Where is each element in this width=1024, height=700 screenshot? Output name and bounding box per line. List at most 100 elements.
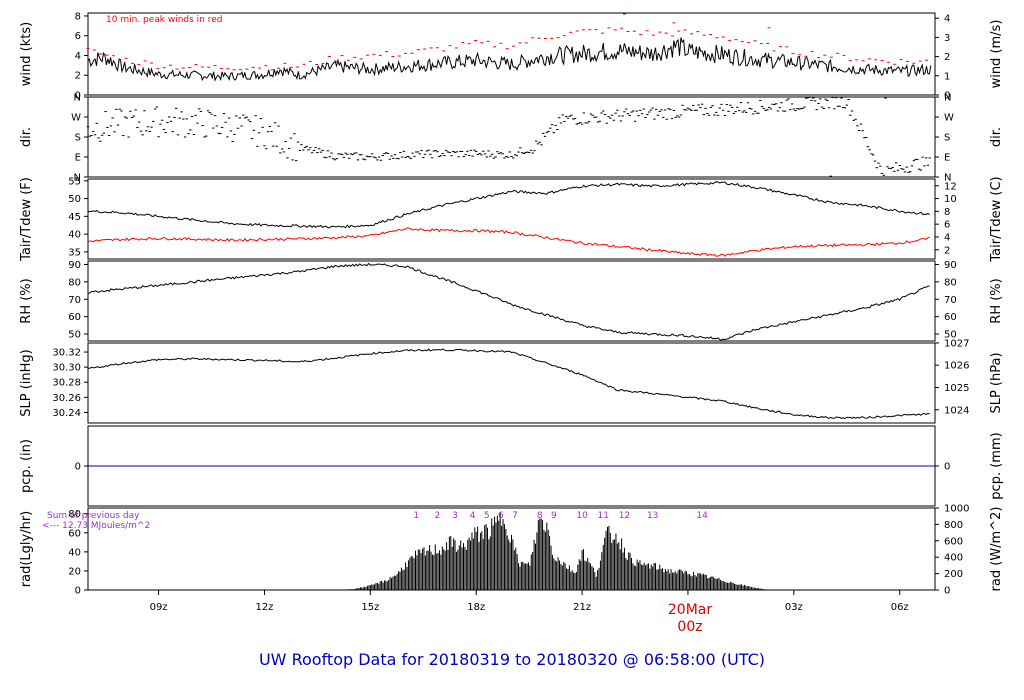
ylabel-left-temp: Tair/Tdew (F) xyxy=(19,177,34,262)
ytick-label-right-rad: 200 xyxy=(944,569,963,580)
ylabel-right-dir: dir. xyxy=(989,127,1004,147)
rad-hour-marker: 14 xyxy=(696,511,708,521)
ylabel-right-wind: wind (m/s) xyxy=(989,20,1004,89)
ylabel-right-pcp: pcp. (mm) xyxy=(989,432,1004,499)
rad-hour-marker: 1 xyxy=(413,511,419,521)
ylabel-left-dir: dir. xyxy=(19,127,34,147)
series-temp-tdew xyxy=(87,227,930,257)
ylabel-right-slp: SLP (hPa) xyxy=(989,352,1004,413)
rad-hour-marker: 2 xyxy=(435,511,441,521)
ytick-label-left-pcp: 0 xyxy=(75,462,81,473)
ytick-label-right-dir: S xyxy=(944,133,950,144)
ylabel-left-pcp: pcp. (in) xyxy=(19,439,34,493)
ytick-label-right-slp: 1025 xyxy=(944,383,969,394)
ytick-label-left-rh: 80 xyxy=(68,277,81,288)
xtick-label: 06z xyxy=(891,602,909,613)
ylabel-right-rad: rad (W/m^2) xyxy=(989,507,1004,592)
ytick-label-right-wind: 2 xyxy=(944,52,950,63)
ytick-label-left-rad: 80 xyxy=(68,509,81,520)
ytick-label-left-temp: 35 xyxy=(68,247,81,258)
ylabel-left-slp: SLP (inHg) xyxy=(19,349,34,417)
ytick-label-left-dir: N xyxy=(74,173,81,184)
ytick-label-right-temp: 2 xyxy=(944,245,950,256)
panel-dir: dir. dir.N NE ES SW WN N xyxy=(19,93,1004,184)
ytick-label-right-rad: 800 xyxy=(944,520,963,531)
ytick-label-right-slp: 1026 xyxy=(944,361,969,372)
ylabel-left-rad: rad(Lgly/hr) xyxy=(19,511,34,587)
rad-hour-marker: 13 xyxy=(647,511,658,521)
panel-pcp: pcp. (in) pcp. (mm) 0 0 xyxy=(19,425,1004,507)
ytick-label-right-rad: 600 xyxy=(944,536,963,547)
ytick-label-left-rh: 70 xyxy=(68,295,81,306)
ytick-label-left-wind: 8 xyxy=(75,11,81,22)
ytick-label-right-temp: 6 xyxy=(944,220,950,231)
xtick-label: 03z xyxy=(785,602,803,613)
ytick-label-right-dir: N xyxy=(944,173,951,184)
rad-hour-marker: 10 xyxy=(576,511,588,521)
ytick-label-left-rh: 90 xyxy=(68,260,81,271)
ytick-label-left-temp: 55 xyxy=(68,176,81,187)
ylabel-left-wind: wind (kts) xyxy=(19,22,34,86)
ytick-label-right-dir: W xyxy=(944,113,954,124)
rad-hour-marker: 6 xyxy=(498,511,504,521)
rad-hour-marker: 7 xyxy=(512,511,518,521)
series-rh-rh xyxy=(87,262,930,341)
ytick-label-left-dir: W xyxy=(71,113,81,124)
rad-hour-marker: 4 xyxy=(470,511,476,521)
ytick-label-right-wind: 1 xyxy=(944,71,950,82)
xtick-label: 09z xyxy=(150,602,168,613)
ytick-label-right-pcp: 0 xyxy=(944,462,950,473)
xtick-label: 21z xyxy=(573,602,591,613)
panel-wind: wind (kts) wind (m/s) 0 2 4 6 8 0 1 2 3 4 10 min. pe… xyxy=(19,11,1004,101)
wind-annotation: 10 min. peak winds in red xyxy=(106,15,223,25)
ytick-label-right-wind: 4 xyxy=(944,14,950,25)
series-wind-wind xyxy=(87,37,932,82)
ytick-label-left-slp: 30.24 xyxy=(52,408,81,419)
rad-hour-marker: 12 xyxy=(619,511,630,521)
series-rad-rad xyxy=(328,512,769,590)
ytick-label-right-rad: 0 xyxy=(944,586,950,597)
ytick-label-left-temp: 45 xyxy=(68,212,81,223)
ytick-label-left-temp: 50 xyxy=(68,194,81,205)
ylabel-left-rh: RH (%) xyxy=(19,278,34,323)
ytick-label-right-temp: 10 xyxy=(944,194,957,205)
ytick-label-left-rh: 50 xyxy=(68,330,81,341)
ytick-label-right-rh: 50 xyxy=(944,330,957,341)
ytick-label-left-rad: 0 xyxy=(75,586,81,597)
ytick-label-left-wind: 2 xyxy=(75,71,81,82)
ylabel-right-rh: RH (%) xyxy=(989,278,1004,323)
panel-frame-rh xyxy=(87,260,936,342)
ytick-label-right-temp: 4 xyxy=(944,232,950,243)
series-wind-10-min-peak-winds xyxy=(86,13,929,71)
ytick-label-right-rad: 400 xyxy=(944,553,963,564)
ytick-label-left-slp: 30.30 xyxy=(52,363,81,374)
ytick-label-left-rh: 60 xyxy=(68,312,81,323)
xtick-label: 12z xyxy=(255,602,273,613)
ytick-label-left-slp: 30.26 xyxy=(52,393,81,404)
ytick-label-left-rad: 40 xyxy=(68,547,81,558)
panel-frame-slp xyxy=(87,342,936,424)
ytick-label-left-rad: 20 xyxy=(68,566,81,577)
x-axis: 09z 12z 15z 18z 21z 03z 06z xyxy=(150,590,909,613)
ytick-label-right-slp: 1027 xyxy=(944,338,969,349)
xtick-label: 18z xyxy=(467,602,485,613)
series-temp-tair xyxy=(87,181,930,229)
rad-annotation-sum: Sum of previous day xyxy=(47,511,140,521)
ytick-label-right-dir: N xyxy=(944,93,951,104)
series-dir-wind-direction xyxy=(86,96,931,177)
ytick-label-left-wind: 0 xyxy=(75,91,81,102)
panel-rh: RH (%) RH (%) 50 60 70 80 90 50 60 70 80 90 xyxy=(19,260,1004,342)
rad-hour-marker: 11 xyxy=(598,511,609,521)
panel-frame-dir xyxy=(87,96,936,178)
ytick-label-left-rad: 60 xyxy=(68,528,81,539)
ytick-label-left-wind: 4 xyxy=(75,51,81,62)
rad-annotation-value: <--- 12.73 MJoules/m^2 xyxy=(42,521,150,531)
ytick-label-right-wind: 0 xyxy=(944,91,950,102)
rad-hour-marker: 5 xyxy=(484,511,490,521)
ytick-label-left-slp: 30.32 xyxy=(52,348,81,359)
ytick-label-right-slp: 1024 xyxy=(944,405,969,416)
ytick-label-right-temp: 8 xyxy=(944,207,950,218)
panel-frame-wind xyxy=(87,12,936,96)
footer-title: UW Rooftop Data for 20180319 to 20180320… xyxy=(259,650,765,669)
